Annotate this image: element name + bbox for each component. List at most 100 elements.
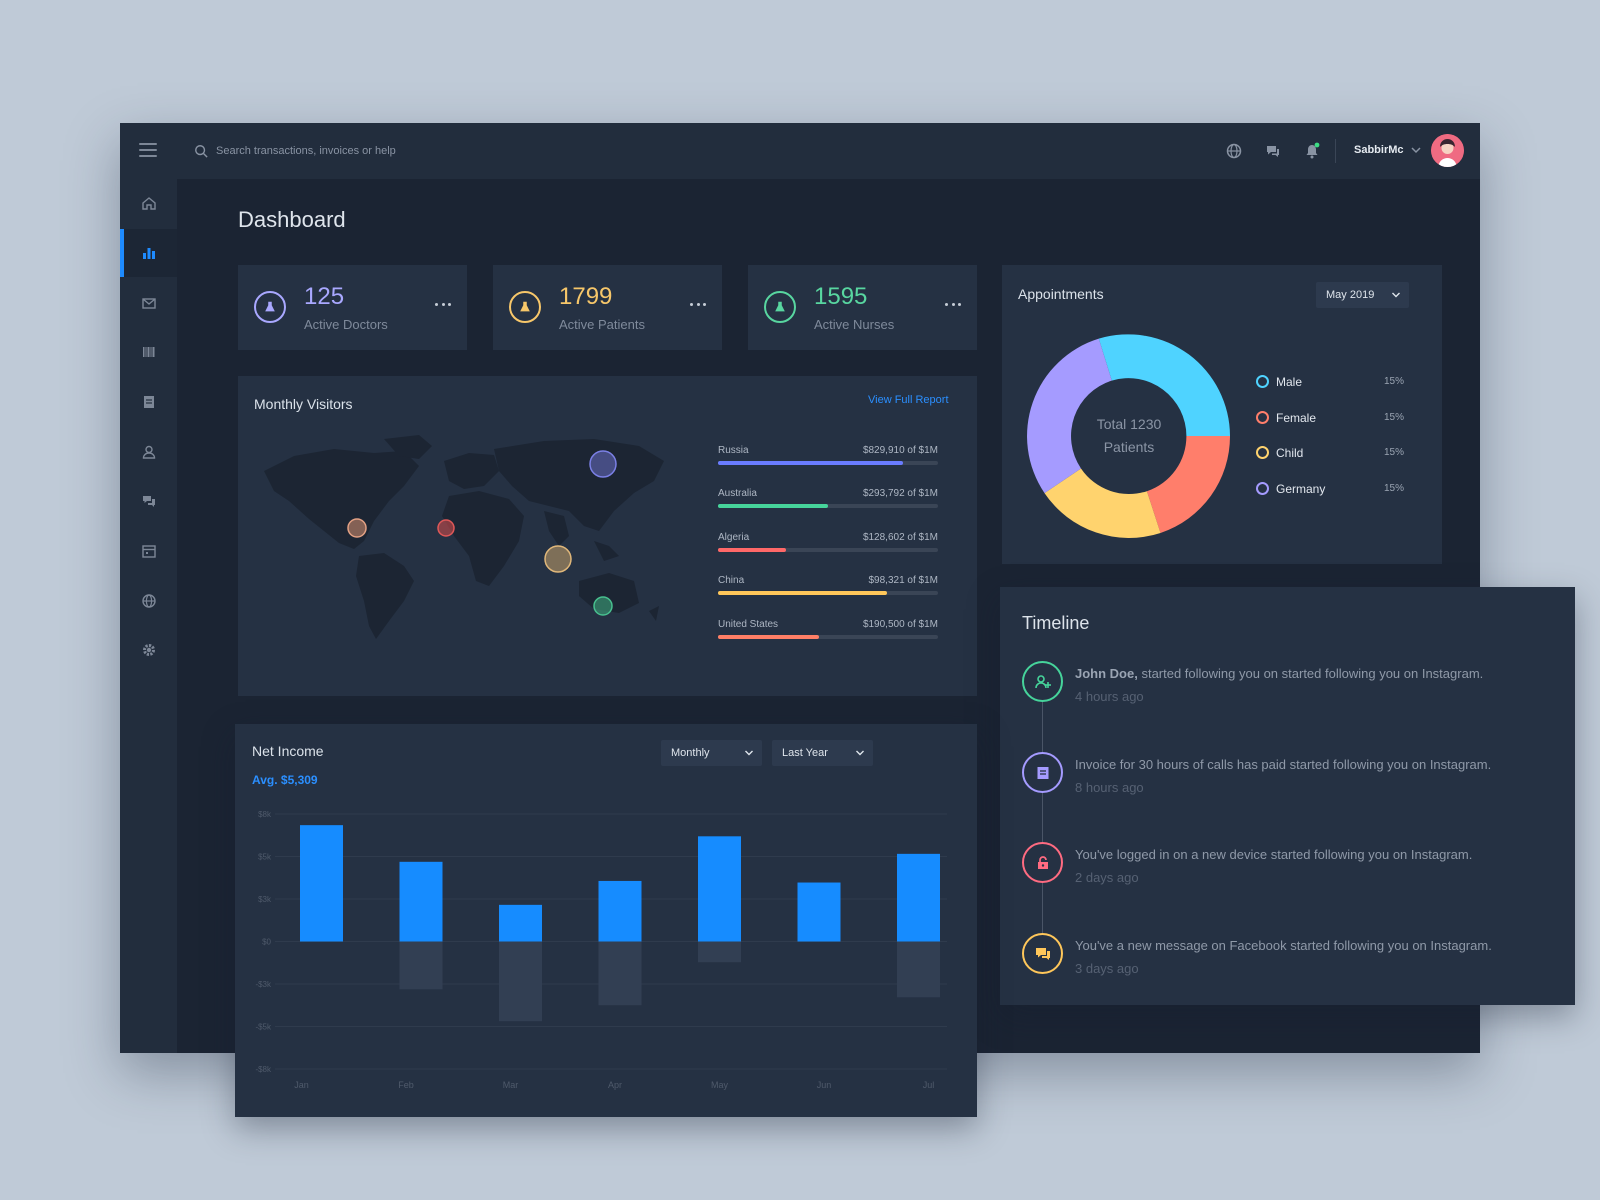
search-bar[interactable]	[194, 140, 514, 162]
topbar-divider	[1335, 139, 1336, 163]
expense-bar[interactable]	[598, 941, 642, 1006]
sidebar-item-barcode[interactable]	[120, 328, 177, 376]
expense-bar[interactable]	[897, 941, 940, 998]
income-bar[interactable]	[698, 836, 741, 942]
timeline-message: started following you on started followi…	[1137, 666, 1484, 681]
donut-segment-child[interactable]	[1044, 468, 1161, 538]
country-amount: $829,910 of $1M	[862, 445, 938, 456]
period-select-value: Monthly	[671, 747, 710, 759]
notification-bell-icon[interactable]	[1303, 142, 1321, 160]
lock-icon	[1022, 842, 1063, 883]
progress-track	[718, 548, 938, 552]
user-avatar-icon	[1431, 134, 1464, 167]
progress-fill	[718, 591, 888, 595]
y-tick-label: -$8k	[255, 1065, 272, 1074]
donut-segment-male[interactable]	[1098, 334, 1230, 436]
country-amount: $128,602 of $1M	[862, 532, 938, 543]
search-input[interactable]	[216, 145, 496, 157]
timeline-message: Invoice for 30 hours of calls has paid s…	[1075, 757, 1492, 772]
map-marker[interactable]	[437, 519, 455, 537]
progress-track	[718, 635, 938, 639]
timeline-item[interactable]: You've logged in on a new device started…	[1022, 842, 1562, 892]
map-marker[interactable]	[544, 545, 572, 573]
expense-bar[interactable]	[499, 941, 542, 1022]
income-bar[interactable]	[598, 880, 642, 942]
username[interactable]: SabbirMc	[1354, 144, 1404, 156]
chevron-down-icon[interactable]	[1410, 144, 1422, 156]
bar-chart-icon	[142, 248, 155, 259]
sidebar-item-analytics[interactable]	[120, 229, 177, 277]
y-tick-label: -$3k	[255, 980, 272, 989]
income-bar[interactable]	[797, 882, 841, 942]
chat-icon[interactable]	[1264, 142, 1282, 160]
legend-ring-icon	[1256, 375, 1269, 388]
sidebar	[120, 179, 177, 1053]
sidebar-item-settings[interactable]	[120, 626, 177, 674]
page-title: Dashboard	[238, 207, 346, 232]
gear-icon	[142, 644, 155, 656]
globe-icon	[141, 594, 156, 608]
country-amount: $98,321 of $1M	[868, 575, 939, 586]
map-marker[interactable]	[589, 450, 617, 478]
sidebar-item-documents[interactable]	[120, 378, 177, 426]
legend-ring-icon	[1256, 482, 1269, 495]
legend-label: Child	[1276, 446, 1304, 460]
sidebar-item-messages[interactable]	[120, 477, 177, 525]
card-title: Appointments	[1018, 286, 1104, 302]
menu-icon[interactable]	[139, 143, 157, 157]
more-options-icon[interactable]	[945, 303, 961, 307]
income-bar[interactable]	[300, 825, 343, 942]
flask-icon	[509, 291, 541, 323]
donut-segment-germany[interactable]	[1027, 338, 1112, 494]
month-select[interactable]: May 2019	[1316, 282, 1409, 308]
more-options-icon[interactable]	[435, 303, 451, 307]
income-bar[interactable]	[897, 853, 940, 942]
timeline-item[interactable]: You've a new message on Facebook started…	[1022, 933, 1562, 983]
map-marker[interactable]	[347, 518, 367, 538]
progress-track	[718, 591, 938, 595]
timeline-time: 8 hours ago	[1075, 780, 1144, 795]
globe-icon[interactable]	[1225, 142, 1243, 160]
country-name: Australia	[718, 488, 757, 499]
expense-bar[interactable]	[698, 941, 741, 963]
period-select[interactable]: Monthly	[661, 740, 762, 766]
income-bar[interactable]	[499, 904, 542, 942]
flask-icon	[254, 291, 286, 323]
stat-card-nurses: 1595 Active Nurses	[748, 265, 977, 350]
sidebar-item-users[interactable]	[120, 428, 177, 476]
y-tick-label: -$5k	[255, 1023, 272, 1032]
document-icon	[143, 396, 154, 408]
progress-track	[718, 504, 938, 508]
sidebar-item-world[interactable]	[120, 577, 177, 625]
y-tick-label: $8k	[258, 810, 272, 819]
avatar[interactable]	[1431, 134, 1464, 167]
timeline-text: John Doe, started following you on start…	[1075, 666, 1483, 681]
more-options-icon[interactable]	[690, 303, 706, 307]
month-select-value: May 2019	[1326, 289, 1375, 301]
legend-percent: 15%	[1383, 412, 1404, 423]
expense-bar[interactable]	[399, 941, 443, 990]
x-tick-label: Jul	[923, 1080, 935, 1090]
legend-item-male: Male 15%	[1256, 374, 1404, 390]
view-full-report-link[interactable]: View Full Report	[868, 394, 949, 406]
map-marker[interactable]	[593, 596, 613, 616]
sidebar-item-calendar[interactable]	[120, 527, 177, 575]
sidebar-item-mail[interactable]	[120, 279, 177, 327]
appointments-card: Appointments May 2019 Total 1230 Patient…	[1002, 265, 1442, 564]
world-map	[264, 435, 664, 639]
chat-bubbles-icon	[142, 496, 155, 507]
legend-item-germany: Germany 15%	[1256, 481, 1404, 497]
income-bar[interactable]	[399, 861, 443, 942]
donut-segment-female[interactable]	[1146, 436, 1231, 533]
sidebar-item-home[interactable]	[120, 179, 177, 227]
legend-ring-icon	[1256, 411, 1269, 424]
country-name: China	[718, 575, 745, 586]
timeline-item[interactable]: Invoice for 30 hours of calls has paid s…	[1022, 752, 1562, 802]
timeline-item[interactable]: John Doe, started following you on start…	[1022, 661, 1562, 711]
add-user-icon	[1022, 661, 1063, 702]
legend-item-female: Female 15%	[1256, 410, 1404, 426]
range-select[interactable]: Last Year	[772, 740, 873, 766]
legend-label: Male	[1276, 375, 1303, 389]
stat-value: 125	[304, 283, 345, 310]
timeline-text: Invoice for 30 hours of calls has paid s…	[1075, 757, 1491, 772]
